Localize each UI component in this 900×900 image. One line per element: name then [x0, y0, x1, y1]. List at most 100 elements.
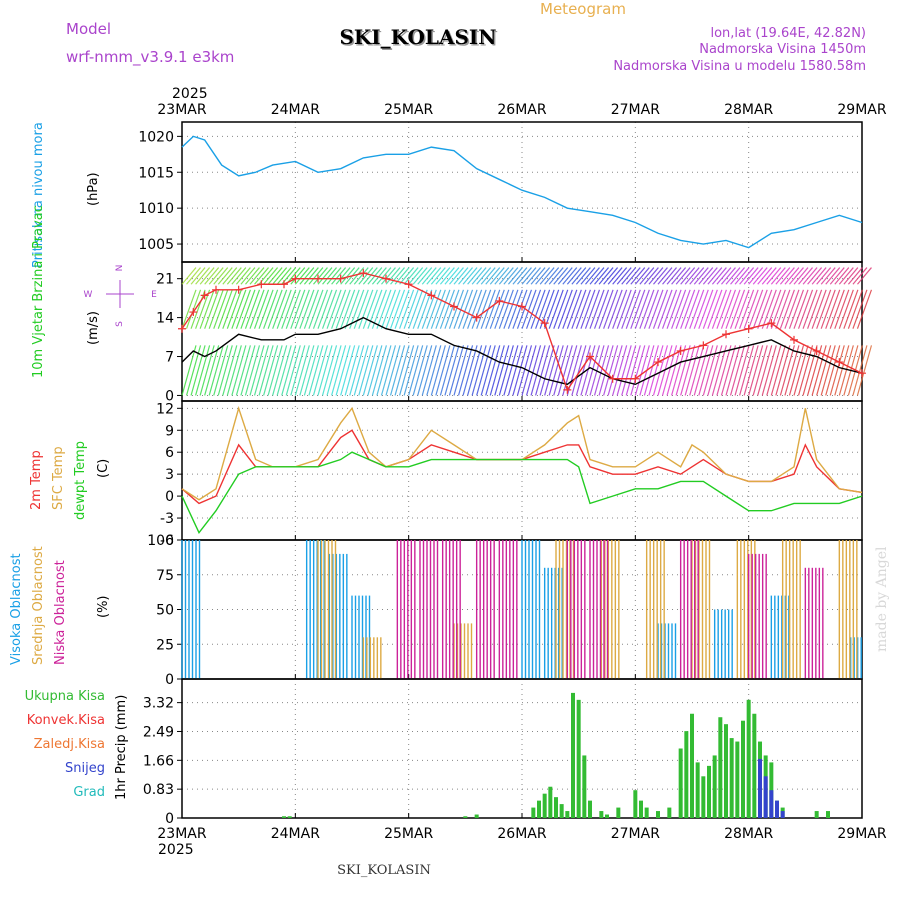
wind-barb — [548, 267, 564, 285]
wind-barb — [181, 345, 197, 396]
precip-bar-1 — [780, 811, 785, 818]
precip-bar-1 — [775, 800, 779, 818]
wind-barb — [720, 289, 737, 329]
wind-barb — [707, 289, 723, 329]
wind-barb — [702, 267, 718, 285]
wind-barb — [739, 267, 755, 285]
wind-barb — [580, 345, 596, 396]
wind-barb — [439, 267, 455, 285]
y-tick-label: 3 — [165, 467, 174, 483]
wind-barb — [693, 289, 709, 329]
wind-title: 10m Vjetar Brzina i Pravac — [31, 205, 46, 378]
top-date-label: 28MAR — [724, 102, 773, 118]
wind-barb — [281, 289, 297, 329]
wind-barb — [571, 267, 587, 285]
wind-barb — [521, 267, 537, 285]
wind-barb — [752, 267, 768, 285]
y-tick-label: -6 — [160, 533, 174, 549]
wind-barb — [707, 267, 723, 285]
y-tick-label: 21 — [156, 272, 174, 288]
wind-barb — [503, 345, 519, 396]
precip-bar-0 — [531, 807, 536, 818]
wind-barb — [204, 267, 220, 285]
gust-marker — [450, 302, 458, 311]
wind-barb — [408, 267, 424, 285]
gust-marker — [608, 374, 617, 383]
wind-barb — [707, 345, 723, 396]
gust-marker — [654, 358, 662, 367]
wind-barb — [462, 267, 478, 285]
y-tick-label: 3.32 — [143, 696, 174, 712]
wind-barb — [498, 267, 514, 285]
gust-marker — [314, 274, 322, 283]
bottom-date-label: 24MAR — [271, 826, 320, 842]
y-tick-label: 0 — [165, 811, 174, 827]
wind-barb — [630, 289, 646, 329]
wind-barb — [426, 289, 442, 329]
gust-marker — [744, 324, 753, 333]
wind-barb — [525, 289, 542, 329]
wind-barb — [630, 345, 646, 396]
wind-barb — [448, 289, 465, 329]
wind-barb — [507, 267, 523, 285]
wind-barb — [272, 289, 288, 329]
wind-barb — [734, 289, 750, 329]
pressure-title: Pritisak na nivou mora — [31, 122, 46, 268]
wind-barb — [589, 289, 605, 329]
wind-barb — [571, 289, 587, 329]
wind-barb — [485, 345, 501, 396]
wind-barb — [698, 289, 714, 329]
wind-barb — [748, 267, 764, 285]
wind-barb — [421, 267, 437, 285]
wind-barb — [643, 267, 659, 285]
wind-barb — [267, 289, 283, 329]
wind-barb — [426, 345, 442, 396]
precip-bar-0 — [639, 800, 643, 818]
bottom-time-axis: 23MAR 24MAR 25MAR 26MAR 27MAR 28MAR 29MAR — [157, 826, 886, 842]
cloud-unit: (%) — [96, 596, 111, 619]
wind-barb — [303, 345, 319, 396]
wind-barb — [249, 267, 265, 285]
wind-barb — [625, 345, 641, 396]
wind-barb — [444, 267, 460, 285]
wind-barb — [856, 289, 873, 329]
wind-barb — [276, 345, 292, 396]
wind-barb — [788, 345, 805, 396]
wind-barb — [199, 289, 215, 329]
precip-legend-item: Zaledj.Kisa — [34, 737, 105, 752]
wind-barb — [820, 345, 836, 396]
wind-barb — [181, 267, 197, 285]
wind-barb — [566, 267, 582, 285]
wind-barb — [807, 345, 823, 396]
wind-barb — [358, 345, 374, 396]
wind-barb — [308, 267, 324, 285]
wind-barb — [657, 289, 673, 329]
precip-bar-0 — [724, 724, 728, 818]
wind-barb — [770, 289, 786, 329]
wind-barb — [544, 289, 560, 329]
wind-barb — [761, 289, 777, 329]
precip-bar-0 — [542, 793, 547, 818]
precip-bar-0 — [565, 811, 570, 818]
wind-barb — [507, 345, 523, 396]
wind-barb — [816, 345, 832, 396]
wind-barb — [476, 289, 492, 329]
wind-barb — [467, 345, 483, 396]
wind-barb — [308, 289, 324, 329]
wind-barb — [331, 267, 347, 285]
y-tick-label: 1005 — [138, 237, 174, 253]
wind-barb — [684, 289, 700, 329]
compass-label: W — [84, 290, 93, 300]
wind-barb — [412, 267, 428, 285]
wind-barb — [634, 289, 650, 329]
precip-unit: 1hr Precip (mm) — [114, 695, 129, 800]
wind-barb — [403, 267, 419, 285]
wind-barb — [766, 289, 782, 329]
wind-barb — [852, 345, 868, 396]
wind-barb — [616, 345, 632, 396]
panel-1: 0 7 14 21 — [156, 261, 873, 404]
gust-marker — [586, 352, 594, 361]
wind-barb — [399, 267, 415, 285]
pressure-unit: (hPa) — [86, 172, 101, 206]
